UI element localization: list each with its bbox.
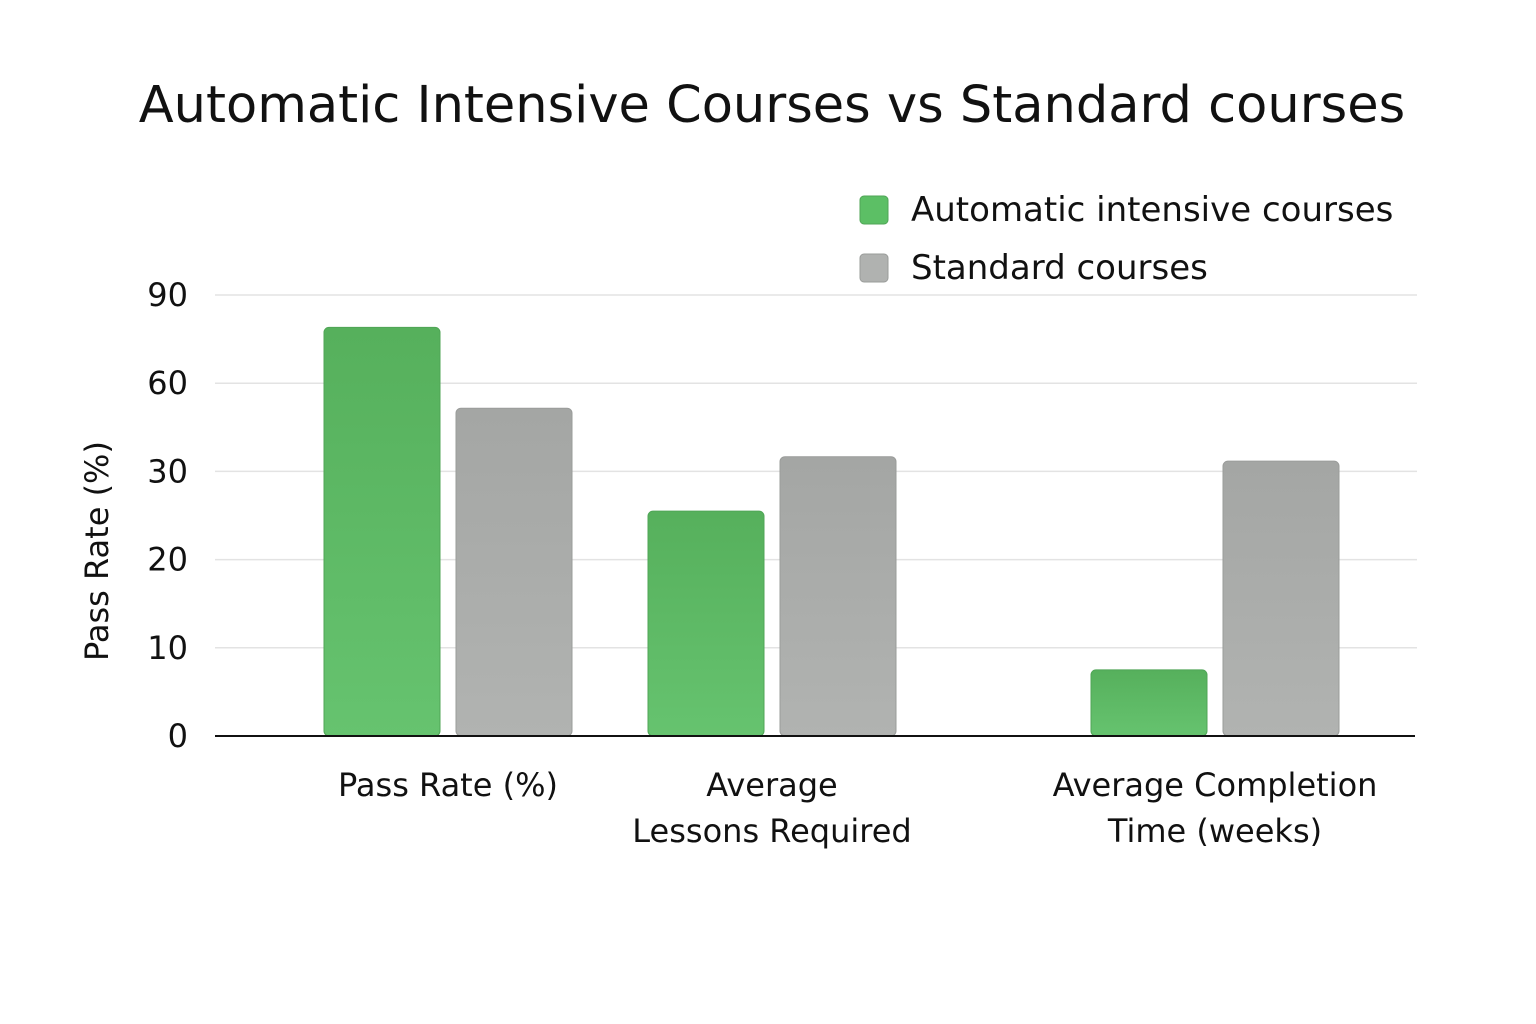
bars [323, 326, 1340, 737]
bar-standard-1 [779, 456, 897, 737]
y-tick-label: 90 [147, 276, 188, 314]
y-tick-label: 10 [147, 629, 188, 667]
y-tick-label: 20 [147, 541, 188, 579]
x-category-label-line: Average [706, 766, 837, 804]
x-category-label-line: Average Completion [1053, 766, 1378, 804]
y-axis-label: Pass Rate (%) [78, 441, 116, 661]
bar-standard-2 [1222, 460, 1340, 737]
y-tick-label: 60 [147, 364, 188, 402]
y-tick-label: 0 [168, 717, 188, 755]
legend-swatch [859, 253, 889, 283]
x-category-label-line: Pass Rate (%) [338, 766, 558, 804]
x-category-label: Average Completion Time (weeks) [1053, 766, 1378, 850]
legend: Automatic intensive courses Standard cour… [859, 190, 1393, 288]
y-axis-ticks: 0 10 20 30 60 90 [147, 276, 188, 755]
x-category-label: Pass Rate (%) [338, 766, 558, 804]
chart-title: Automatic Intensive Courses vs Standard … [139, 76, 1405, 135]
legend-swatch [859, 195, 889, 225]
x-axis-category-labels: Pass Rate (%) Average Lessons RequiredAver… [338, 766, 1377, 850]
legend-label: Automatic intensive courses [911, 190, 1393, 230]
legend-label: Standard courses [911, 248, 1208, 288]
bar-automatic-intensive-0 [323, 326, 441, 737]
bar-automatic-intensive-2 [1090, 669, 1208, 737]
bar-standard-0 [455, 407, 573, 737]
y-tick-label: 30 [147, 452, 188, 490]
x-category-label-line: Lessons Required [632, 812, 911, 850]
x-category-label-line: Time (weeks) [1107, 812, 1322, 850]
x-category-label: Average Lessons Required [632, 766, 911, 850]
bar-automatic-intensive-1 [647, 510, 765, 737]
